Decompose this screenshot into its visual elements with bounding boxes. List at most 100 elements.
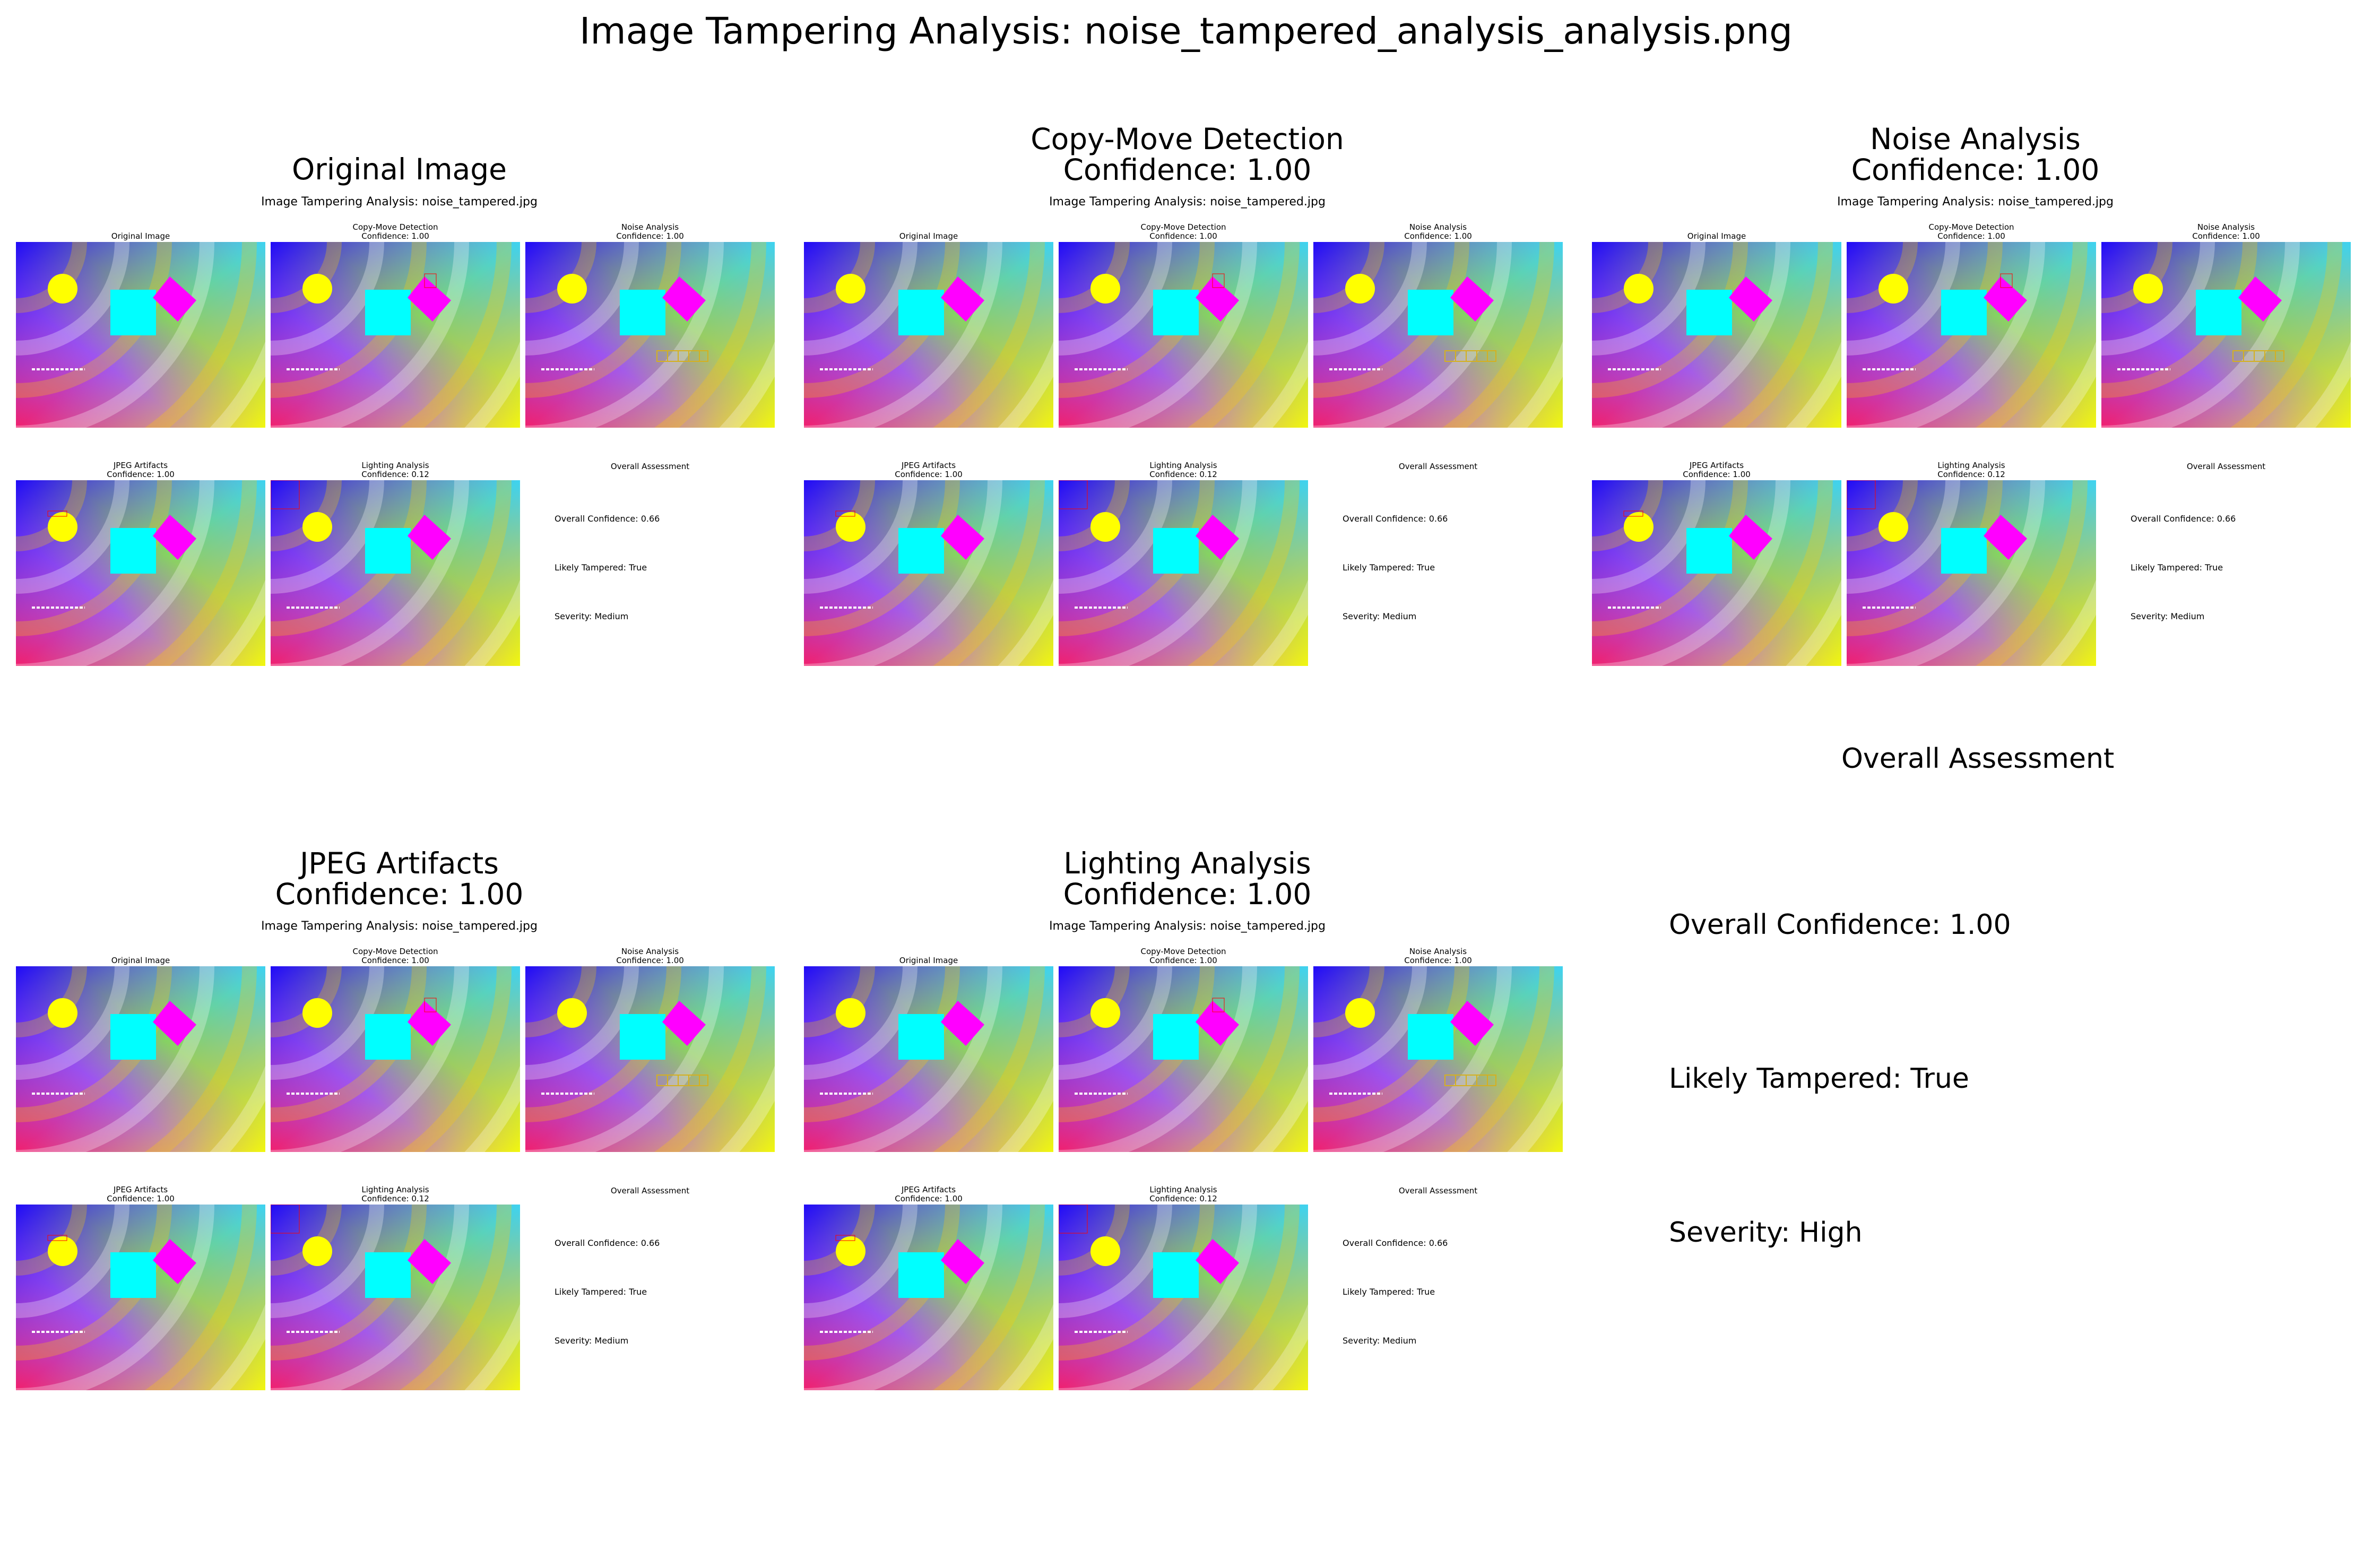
likely-tampered-text: Likely Tampered: True (1669, 1063, 1969, 1095)
tile-title-line: Original Image (899, 956, 958, 965)
tile-title-line: Original Image (111, 231, 170, 241)
tile-title-line: Lighting Analysis (1937, 461, 2005, 470)
tile-noise-analysis (525, 242, 775, 428)
tile-title: Lighting Analysis Confidence: 0.12 (271, 1185, 520, 1203)
panel-title: Original Image (16, 154, 783, 185)
panel-title-line: Confidence: 1.00 (1063, 877, 1312, 911)
panel-jpeg-artifacts: JPEG Artifacts Confidence: 1.00 Image Tamp… (16, 848, 783, 1409)
tile-title: Noise Analysis Confidence: 1.00 (2101, 223, 2351, 241)
tile-title-line: Confidence: 1.00 (107, 470, 175, 479)
tile-title-line: Original Image (899, 231, 958, 241)
tile-title: Original Image (1592, 232, 1841, 241)
tile-title: Copy-Move Detection Confidence: 1.00 (1847, 223, 2096, 241)
tile-title-line: JPEG Artifacts (901, 1185, 956, 1194)
mini-severity: Severity: Medium (555, 1336, 629, 1346)
tile-title: Noise Analysis Confidence: 1.00 (1313, 223, 1563, 241)
tile-title: Original Image (804, 232, 1053, 241)
tile-title-line: Noise Analysis (1409, 947, 1467, 956)
tile-title-line: Confidence: 0.12 (1937, 470, 2005, 479)
tile-title-line: Lighting Analysis (361, 461, 429, 470)
tile-copy-move (271, 966, 520, 1152)
panel-title-line: Original Image (292, 152, 507, 186)
tile-jpeg-artifacts (1592, 480, 1841, 666)
mini-likely-tampered: Likely Tampered: True (1343, 562, 1435, 573)
mini-assessment-title: Overall Assessment (610, 1186, 690, 1196)
tile-title-line: Confidence: 1.00 (1683, 470, 1751, 479)
tile-title-line: Noise Analysis (2197, 222, 2255, 232)
tile-lighting-analysis (1847, 480, 2096, 666)
tile-title: Noise Analysis Confidence: 1.00 (525, 947, 775, 965)
embedded-figure: Image Tampering Analysis: noise_tampered… (16, 920, 783, 1397)
tile-title: JPEG Artifacts Confidence: 1.00 (1592, 461, 1841, 479)
embedded-figure: Image Tampering Analysis: noise_tampered… (16, 195, 783, 673)
tile-title-line: Copy-Move Detection (352, 947, 438, 956)
tile-title-line: Original Image (111, 956, 170, 965)
tile-noise-analysis (525, 966, 775, 1152)
mini-likely-tampered: Likely Tampered: True (555, 1287, 647, 1297)
tile-title-line: Confidence: 1.00 (361, 231, 429, 241)
tile-title: Copy-Move Detection Confidence: 1.00 (1059, 223, 1308, 241)
mini-likely-tampered: Likely Tampered: True (1343, 1287, 1435, 1297)
tile-title: Original Image (804, 956, 1053, 965)
tile-title: JPEG Artifacts Confidence: 1.00 (804, 1185, 1053, 1203)
mini-assessment-title: Overall Assessment (1398, 462, 1478, 471)
tile-title-line: Copy-Move Detection (1140, 222, 1226, 232)
tile-original-image (1592, 242, 1841, 428)
tile-copy-move (1059, 966, 1308, 1152)
embedded-figure-title: Image Tampering Analysis: noise_tampered… (1049, 920, 1326, 933)
mini-likely-tampered: Likely Tampered: True (2131, 562, 2223, 573)
mini-assessment-title: Overall Assessment (1398, 1186, 1478, 1196)
embedded-figure: Image Tampering Analysis: noise_tampered… (804, 195, 1571, 673)
tile-title-line: Lighting Analysis (1149, 1185, 1217, 1194)
mini-severity: Severity: Medium (555, 611, 629, 621)
tile-title-line: JPEG Artifacts (113, 461, 168, 470)
tile-title-line: Confidence: 1.00 (1404, 231, 1472, 241)
mini-severity: Severity: Medium (2131, 611, 2205, 621)
tile-title-line: Confidence: 1.00 (616, 231, 684, 241)
overall-confidence-text: Overall Confidence: 1.00 (1669, 909, 2011, 941)
panel-title-line: JPEG Artifacts (300, 846, 499, 880)
panel-title: Noise Analysis Confidence: 1.00 (1592, 124, 2359, 185)
tile-title-line: Noise Analysis (1409, 222, 1467, 232)
mini-severity: Severity: Medium (1343, 611, 1417, 621)
embedded-figure: Image Tampering Analysis: noise_tampered… (804, 920, 1571, 1397)
tile-title: Lighting Analysis Confidence: 0.12 (1059, 1185, 1308, 1203)
tile-title-line: Confidence: 1.00 (2192, 231, 2260, 241)
tile-title: JPEG Artifacts Confidence: 1.00 (16, 461, 265, 479)
overall-assessment-title: Overall Assessment (1841, 743, 2115, 775)
tile-title-line: Noise Analysis (621, 947, 679, 956)
panel-copy-move-detection: Copy-Move Detection Confidence: 1.00 Image… (804, 122, 1571, 685)
severity-text: Severity: High (1669, 1217, 1863, 1249)
mini-overall-confidence: Overall Confidence: 0.66 (2131, 514, 2236, 524)
overall-assessment-panel: Overall Assessment Overall Confidence: 1… (1645, 743, 2335, 1274)
tile-title-line: Lighting Analysis (1149, 461, 1217, 470)
tile-title-line: Noise Analysis (621, 222, 679, 232)
mini-overall-confidence: Overall Confidence: 0.66 (1343, 514, 1448, 524)
tile-title: Lighting Analysis Confidence: 0.12 (1059, 461, 1308, 479)
embedded-figure: Image Tampering Analysis: noise_tampered… (1592, 195, 2359, 673)
tile-original-image (16, 242, 265, 428)
tile-title-line: Lighting Analysis (361, 1185, 429, 1194)
embedded-figure-title: Image Tampering Analysis: noise_tampered… (261, 920, 538, 933)
panel-title-line: Copy-Move Detection (1031, 122, 1344, 156)
tile-title: Noise Analysis Confidence: 1.00 (525, 223, 775, 241)
tile-title: JPEG Artifacts Confidence: 1.00 (16, 1185, 265, 1203)
tile-title: Copy-Move Detection Confidence: 1.00 (271, 947, 520, 965)
tile-jpeg-artifacts (804, 1205, 1053, 1390)
tile-jpeg-artifacts (804, 480, 1053, 666)
panel-title-line: Lighting Analysis (1063, 846, 1311, 880)
tile-copy-move (271, 242, 520, 428)
tile-title-line: Confidence: 1.00 (895, 1194, 963, 1203)
panel-noise-analysis: Noise Analysis Confidence: 1.00 Image Tamp… (1592, 124, 2359, 685)
tile-copy-move (1059, 242, 1308, 428)
tile-lighting-analysis (271, 1205, 520, 1390)
tile-title-line: Confidence: 1.00 (895, 470, 963, 479)
tile-original-image (804, 966, 1053, 1152)
tile-title-line: Confidence: 1.00 (1149, 231, 1217, 241)
mini-severity: Severity: Medium (1343, 1336, 1417, 1346)
tile-lighting-analysis (1059, 1205, 1308, 1390)
embedded-figure-title: Image Tampering Analysis: noise_tampered… (1049, 195, 1326, 209)
tile-title-line: Copy-Move Detection (1928, 222, 2014, 232)
tile-title-line: Confidence: 1.00 (1149, 956, 1217, 965)
tile-title-line: Confidence: 1.00 (107, 1194, 175, 1203)
